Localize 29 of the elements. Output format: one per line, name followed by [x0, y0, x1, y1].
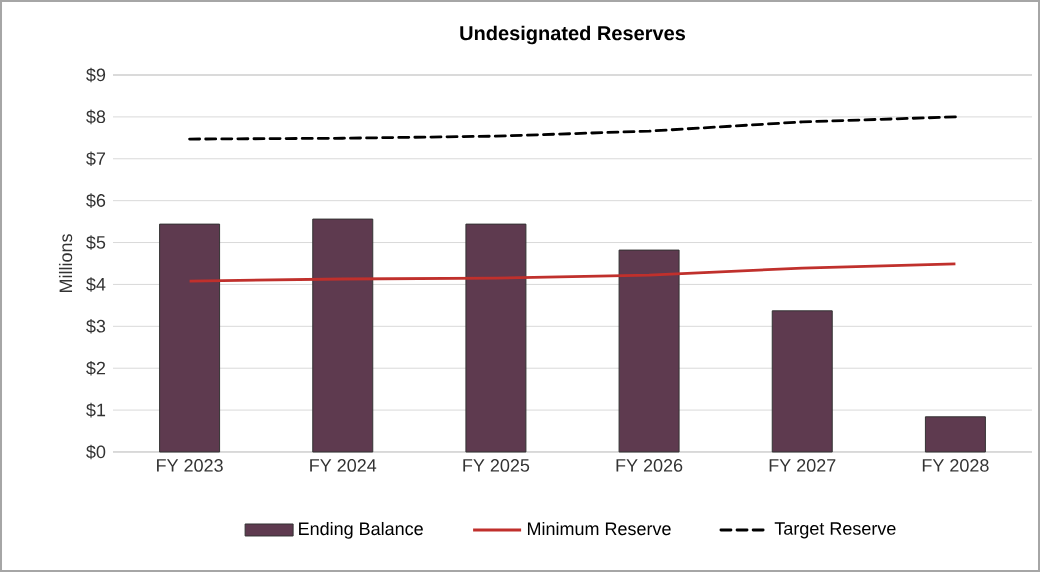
y-tick-label: $5: [86, 235, 106, 250]
bar: [465, 223, 527, 453]
x-tick-label: FY 2026: [616, 459, 683, 472]
y-tick-label: $3: [86, 319, 106, 334]
line-series: [188, 115, 957, 141]
y-axis-title: Millions: [58, 234, 73, 293]
bar: [924, 416, 986, 453]
bar: [618, 249, 680, 453]
y-tick-label: $4: [86, 277, 106, 292]
y-tick-label: $7: [86, 151, 106, 167]
legend-label: Target Reserve: [774, 522, 896, 539]
y-tick-label: $2: [86, 360, 106, 376]
y-tick-label: $6: [86, 193, 106, 208]
legend-label: Ending Balance: [299, 521, 423, 539]
x-tick-label: FY 2027: [769, 459, 836, 472]
x-tick-label: FY 2023: [157, 459, 223, 472]
y-tick-label: $0: [86, 444, 106, 460]
bar: [159, 223, 221, 453]
y-tick-label: $8: [86, 109, 106, 125]
x-tick-label: FY 2024: [310, 459, 377, 472]
legend-label: Minimum Reserve: [527, 521, 671, 536]
line-series: [188, 262, 957, 283]
bar: [771, 310, 833, 453]
x-tick-label: FY 2028: [922, 459, 989, 472]
x-tick-label: FY 2025: [463, 459, 530, 472]
bar: [312, 218, 374, 453]
chart-title: Undesignated Reserves: [460, 25, 686, 45]
y-tick-label: $1: [86, 402, 106, 418]
y-tick-label: $9: [86, 67, 106, 83]
